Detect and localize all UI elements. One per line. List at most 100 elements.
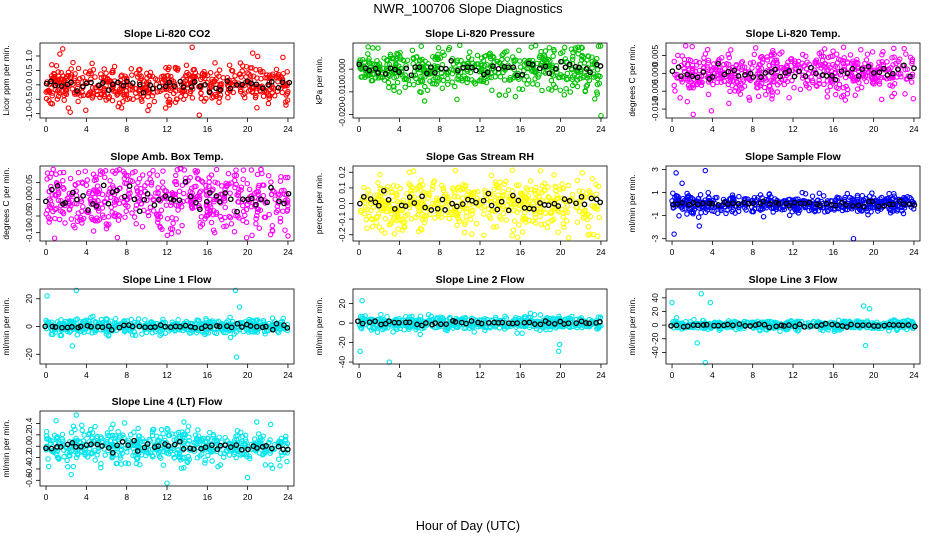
data-point <box>193 169 199 176</box>
data-point <box>562 56 569 62</box>
data-point <box>231 208 238 214</box>
data-point <box>791 84 797 91</box>
data-point <box>519 229 526 235</box>
panel-title: Slope Line 1 Flow <box>123 274 213 286</box>
data-point <box>97 168 104 174</box>
x-tick-label: 0 <box>670 124 675 134</box>
data-point <box>474 52 481 59</box>
data-point <box>108 86 115 93</box>
data-point <box>548 87 555 93</box>
data-point <box>63 91 70 98</box>
data-point <box>138 96 145 102</box>
hourly-point <box>80 193 86 199</box>
data-point <box>180 190 187 197</box>
data-point <box>191 66 198 73</box>
data-point <box>516 222 522 228</box>
data-point <box>577 75 583 82</box>
hourly-point <box>286 79 293 86</box>
data-point <box>282 198 288 204</box>
data-point <box>512 72 518 78</box>
data-point <box>90 171 97 178</box>
data-point <box>574 177 581 184</box>
data-point <box>385 65 392 71</box>
hourly-point <box>678 73 684 80</box>
data-point <box>589 58 595 65</box>
data-point <box>579 53 585 60</box>
data-point <box>172 179 178 185</box>
data-point <box>545 56 552 63</box>
data-point <box>128 316 135 323</box>
data-point <box>95 208 102 214</box>
panel-title: Slope Li-820 CO2 <box>124 28 211 40</box>
hourly-point <box>583 66 590 72</box>
data-point <box>594 55 600 62</box>
data-point <box>166 96 173 103</box>
hourly-point <box>382 70 389 77</box>
data-point <box>278 187 285 194</box>
y-axis-label: ml/min per min. <box>627 174 637 232</box>
data-point <box>278 173 284 180</box>
hourly-point <box>281 200 287 207</box>
data-point <box>537 52 543 59</box>
series-points <box>43 165 291 241</box>
data-point <box>443 69 450 75</box>
data-point <box>891 54 897 60</box>
hourly-point <box>762 70 769 76</box>
data-point <box>265 172 272 179</box>
data-point <box>164 93 170 99</box>
hourly-point <box>120 82 127 89</box>
data-point <box>527 310 534 317</box>
outlier-point <box>565 235 572 241</box>
outlier-point <box>850 235 857 242</box>
data-point <box>225 94 231 101</box>
x-tick-label: 8 <box>437 370 442 380</box>
hourly-point <box>735 73 742 79</box>
data-point <box>365 187 371 193</box>
data-point <box>595 43 602 49</box>
x-tick-label: 4 <box>397 370 402 380</box>
data-point <box>758 53 765 60</box>
hourly-point <box>193 199 199 206</box>
data-point <box>233 167 239 173</box>
y-tick-label: -1 <box>650 212 660 220</box>
hourly-point <box>233 82 240 88</box>
data-point <box>486 74 492 80</box>
data-point <box>467 69 474 76</box>
hourly-point <box>109 189 116 195</box>
data-point <box>452 83 458 90</box>
hourly-point <box>43 80 50 87</box>
data-point <box>182 73 189 79</box>
data-point <box>777 64 783 71</box>
data-point <box>381 77 388 83</box>
data-point <box>145 212 152 219</box>
hourly-point <box>721 71 728 78</box>
data-point <box>115 217 122 223</box>
data-point <box>481 211 487 217</box>
data-point <box>532 42 539 49</box>
data-point <box>393 61 399 67</box>
x-tick-label: 0 <box>670 247 675 257</box>
data-point <box>96 187 103 193</box>
series-points <box>356 297 604 365</box>
data-point <box>61 97 67 103</box>
data-point <box>592 96 598 102</box>
x-tick-label: 4 <box>84 124 89 134</box>
data-point <box>784 62 790 69</box>
data-point <box>408 216 415 222</box>
outlier-point <box>702 167 709 174</box>
data-point <box>269 228 276 234</box>
outlier-point <box>671 231 677 237</box>
x-tick-label: 24 <box>909 247 919 257</box>
data-point <box>53 205 59 212</box>
data-point <box>589 176 596 182</box>
hourly-point <box>74 88 80 94</box>
data-point <box>208 172 215 178</box>
hourly-point <box>844 70 851 77</box>
data-point <box>169 215 175 221</box>
data-point <box>113 198 120 204</box>
data-point <box>879 51 885 58</box>
data-point <box>133 202 140 208</box>
y-tick-label: 0.0 <box>337 197 347 209</box>
data-point <box>679 79 685 85</box>
